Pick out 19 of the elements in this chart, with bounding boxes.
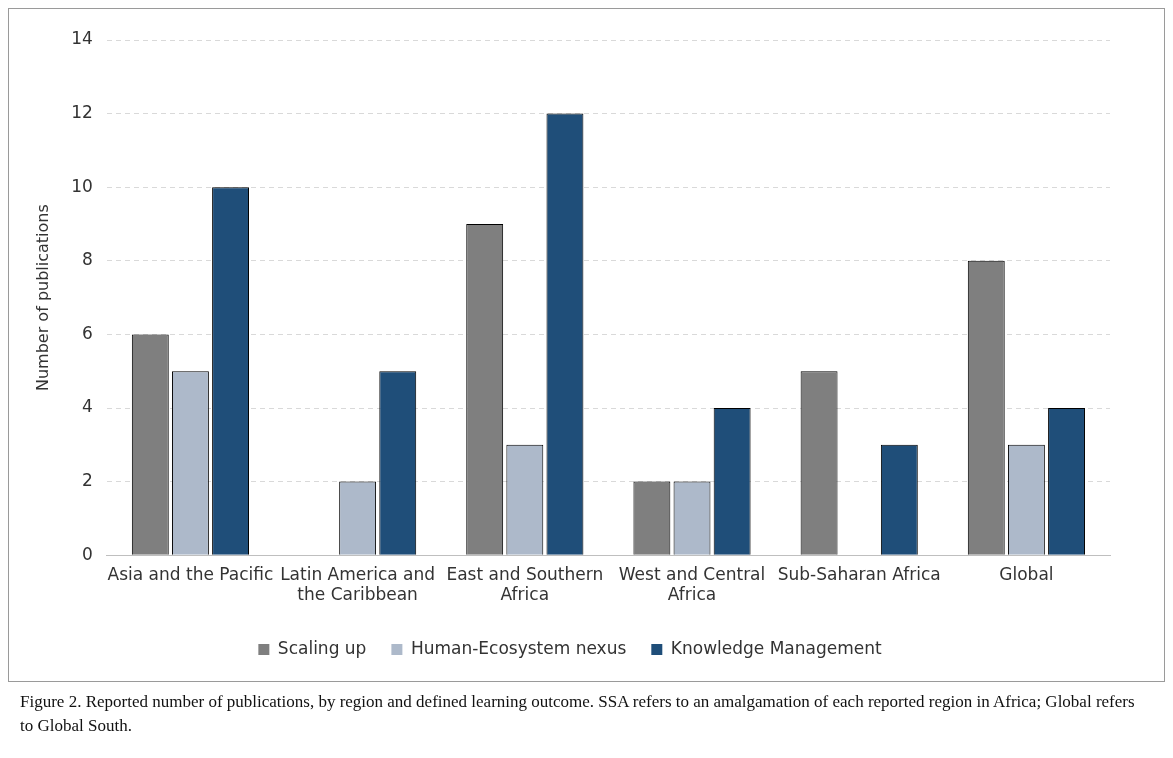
y-tick-label: 2 <box>82 470 93 491</box>
y-tick-label: 0 <box>82 543 93 564</box>
y-tick-label: 6 <box>82 322 93 343</box>
x-tick-label: West and Central Africa <box>618 563 766 605</box>
caption: Figure 2. Reported number of publications, by region and defined learning outcome. SSA refers to an amalgamation of each reported region in Africa; Global refers to Global South. <box>20 691 1136 737</box>
x-tick-label: Asia and the Pacific <box>107 563 274 584</box>
y-tick-label: 10 <box>71 175 93 196</box>
y-tick-label: 4 <box>82 396 93 417</box>
legend-label: Human-Ecosystem nexus <box>410 637 627 658</box>
y-axis-title: Number of publications <box>32 204 52 391</box>
x-tick-label: East and Southern Africa <box>446 563 604 605</box>
y-tick-label: 12 <box>71 102 93 123</box>
legend-label: Knowledge Management <box>670 637 882 658</box>
legend-label: Scaling up <box>277 637 367 658</box>
y-tick-label: 14 <box>71 28 93 49</box>
x-tick-label: Global <box>999 563 1054 584</box>
y-tick-label: 8 <box>82 249 93 270</box>
x-tick-label: Latin America and the Caribbean <box>280 563 436 605</box>
x-tick-label: Sub-Saharan Africa <box>777 563 941 584</box>
